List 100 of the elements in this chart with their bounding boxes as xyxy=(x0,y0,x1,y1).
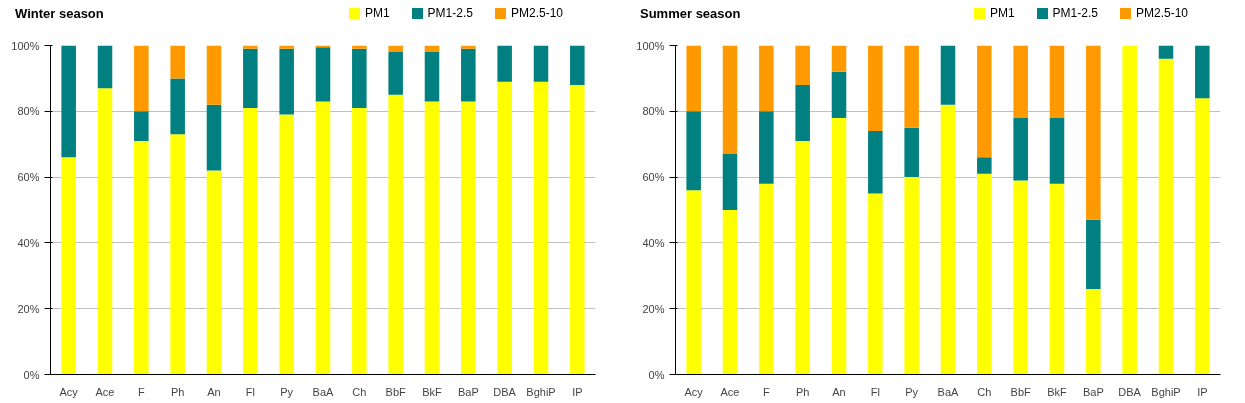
bar xyxy=(1013,45,1028,118)
bar xyxy=(795,140,810,375)
bar xyxy=(243,48,258,109)
y-tick-label: 40% xyxy=(642,236,665,249)
bar xyxy=(686,190,701,375)
x-tick-label: Ch xyxy=(977,385,992,398)
bar xyxy=(868,45,883,132)
bar xyxy=(831,117,847,375)
x-tick-label: Fl xyxy=(870,385,880,398)
bar xyxy=(570,45,585,85)
x-tick-label: BghiP xyxy=(1151,385,1181,398)
bar xyxy=(904,177,919,375)
x-tick-label: An xyxy=(207,385,221,398)
bar xyxy=(497,45,512,82)
y-tick-label: 20% xyxy=(17,302,40,315)
x-tick-label: BaA xyxy=(312,385,335,398)
bar xyxy=(206,104,222,171)
x-tick-label: DBA xyxy=(493,385,517,398)
y-tick-label: 60% xyxy=(642,171,665,184)
bar xyxy=(206,45,222,105)
y-tick-label: 40% xyxy=(17,236,40,249)
bar xyxy=(461,101,476,375)
bar xyxy=(352,45,367,49)
bar xyxy=(170,45,185,79)
bar xyxy=(243,45,258,49)
y-tick-label: 100% xyxy=(11,39,40,52)
bar xyxy=(1049,183,1065,375)
bar xyxy=(940,45,956,105)
x-tick-label: Ph xyxy=(795,385,810,398)
bar xyxy=(279,45,294,49)
bar xyxy=(61,157,76,375)
bar xyxy=(1013,117,1028,181)
bar xyxy=(97,45,113,89)
chart-title: Winter season xyxy=(15,5,104,23)
bar xyxy=(1086,288,1101,375)
bar xyxy=(831,71,847,118)
y-tick-label: 0% xyxy=(648,368,665,381)
x-tick-label: Ph xyxy=(170,385,185,398)
chart-title: Summer season xyxy=(640,5,741,23)
x-tick-label: BaP xyxy=(1082,385,1104,398)
bar xyxy=(352,108,367,375)
x-tick-label: IP xyxy=(572,385,583,398)
bar xyxy=(1195,98,1210,375)
bar xyxy=(134,111,149,141)
bar xyxy=(1086,219,1101,289)
bar xyxy=(170,78,185,135)
y-tick-label: 80% xyxy=(17,105,40,118)
x-tick-label: BghiP xyxy=(526,385,556,398)
bar xyxy=(352,48,367,109)
bar xyxy=(868,193,883,375)
x-tick-label: BbF xyxy=(1010,385,1032,398)
x-tick-label: BbF xyxy=(385,385,407,398)
bar xyxy=(533,45,549,82)
y-tick-label: 0% xyxy=(23,368,40,381)
bar xyxy=(686,111,701,191)
x-tick-label: Py xyxy=(905,385,919,398)
bar xyxy=(97,88,113,375)
y-tick-label: 60% xyxy=(17,171,40,184)
x-tick-label: An xyxy=(832,385,846,398)
bar xyxy=(977,173,992,375)
bar xyxy=(424,52,440,102)
bar xyxy=(1049,117,1065,184)
bar xyxy=(461,48,476,102)
bar xyxy=(1086,45,1101,220)
x-tick-label: Acy xyxy=(59,385,79,398)
bar xyxy=(279,114,294,375)
y-tick-label: 100% xyxy=(636,39,665,52)
bar xyxy=(206,170,222,375)
bar xyxy=(424,101,440,375)
bar xyxy=(1195,45,1210,99)
x-tick-label: BaP xyxy=(457,385,479,398)
bar xyxy=(722,210,738,375)
bar xyxy=(461,45,476,49)
bar xyxy=(977,157,992,174)
x-tick-label: Ace xyxy=(95,385,115,398)
bar xyxy=(279,48,294,115)
y-tick-label: 80% xyxy=(642,105,665,118)
bar xyxy=(61,45,76,158)
bar xyxy=(722,45,738,155)
bar xyxy=(722,154,738,210)
bar xyxy=(1013,180,1028,375)
bar xyxy=(497,81,512,375)
bar xyxy=(134,140,149,375)
bar xyxy=(134,45,149,112)
x-tick-label: BaA xyxy=(937,385,960,398)
bar xyxy=(795,45,810,85)
x-tick-label: Acy xyxy=(684,385,704,398)
legend-label: PM1 xyxy=(988,5,1015,22)
bar xyxy=(170,134,185,375)
x-tick-label: BkF xyxy=(1047,385,1068,398)
bar xyxy=(1158,58,1174,375)
bar xyxy=(977,45,992,158)
legend-label: PM1-2.5 xyxy=(426,5,473,22)
x-tick-label: IP xyxy=(1197,385,1208,398)
bar xyxy=(1158,45,1174,59)
bar xyxy=(795,84,810,141)
bar xyxy=(315,47,331,102)
bar xyxy=(533,81,549,375)
bar xyxy=(831,45,847,72)
bar xyxy=(940,104,956,375)
